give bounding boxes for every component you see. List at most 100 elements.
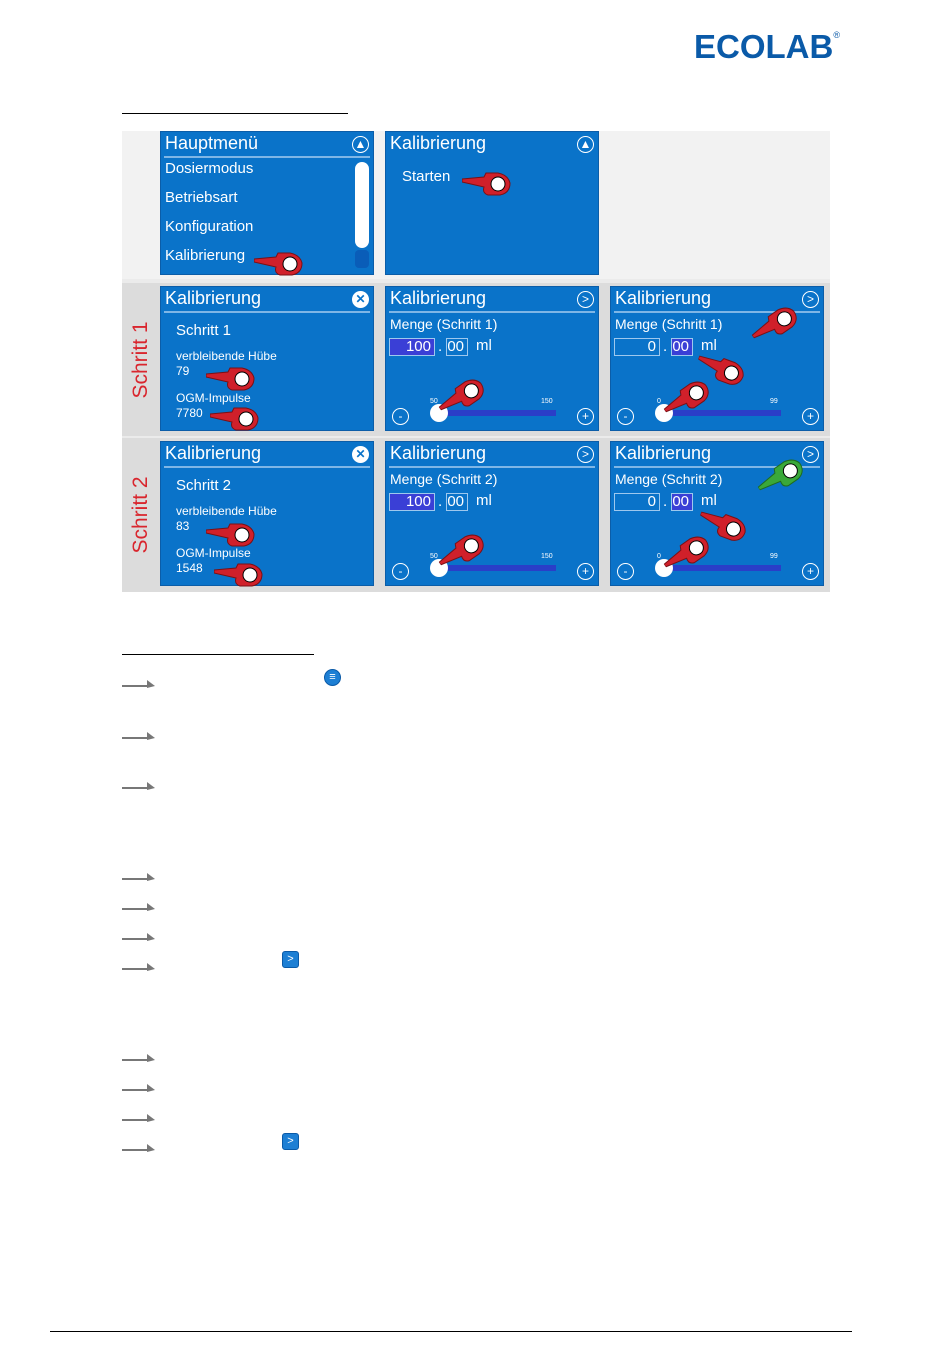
slider-track[interactable] xyxy=(438,410,556,416)
instruction-arrow-icon xyxy=(122,1054,155,1062)
panel-title: Kalibrierung xyxy=(390,288,487,308)
pointing-hand-icon xyxy=(751,307,797,339)
integer-field[interactable]: 100 xyxy=(389,493,435,511)
title-separator xyxy=(389,311,595,313)
close-icon[interactable]: ✕ xyxy=(352,446,369,463)
panel-title: Kalibrierung xyxy=(165,288,262,308)
step1-coarse-panel: Kalibrierung > Menge (Schritt 1) 100 . 0… xyxy=(385,286,599,431)
title-separator xyxy=(164,311,370,313)
slider-track[interactable] xyxy=(438,565,556,571)
next-icon[interactable]: > xyxy=(577,291,594,308)
max-tick: 99 xyxy=(770,398,778,405)
pointing-hand-icon xyxy=(663,536,709,568)
title-separator xyxy=(164,466,370,468)
instruction-arrow-icon xyxy=(122,680,155,688)
hub-value: 79 xyxy=(176,364,190,378)
next-icon[interactable]: > xyxy=(577,446,594,463)
ogm-value: 1548 xyxy=(176,561,203,575)
instruction-arrow-icon xyxy=(122,732,155,740)
calibration-start-panel: Kalibrierung ▲ Starten xyxy=(385,131,599,275)
ogm-value: 7780 xyxy=(176,406,203,420)
home-icon[interactable]: ▲ xyxy=(577,136,594,153)
decimal-dot: . xyxy=(663,338,668,355)
decimal-dot: . xyxy=(663,493,668,510)
decimal-field[interactable]: 00 xyxy=(446,493,468,511)
start-item[interactable]: Starten xyxy=(402,168,451,185)
min-tick: 50 xyxy=(430,398,438,405)
title-separator xyxy=(389,466,595,468)
pointing-hand-icon xyxy=(699,511,746,541)
ecolab-logo: ECOLAB® xyxy=(694,30,844,64)
plus-button[interactable]: + xyxy=(577,563,594,580)
pointing-hand-icon xyxy=(438,534,484,566)
plus-button[interactable]: + xyxy=(802,408,819,425)
min-tick: 0 xyxy=(657,553,661,560)
instruction-arrow-icon xyxy=(122,1084,155,1092)
decimal-dot: . xyxy=(438,493,443,510)
pointing-hand-icon xyxy=(663,381,709,413)
max-tick: 150 xyxy=(541,553,553,560)
plus-button[interactable]: + xyxy=(577,408,594,425)
hub-label: verbleibende Hübe xyxy=(176,349,277,363)
integer-field[interactable]: 100 xyxy=(389,338,435,356)
close-icon[interactable]: ✕ xyxy=(352,291,369,308)
panel-title: Kalibrierung xyxy=(615,288,712,308)
calibration-figure: Schritt 1 Schritt 2 Hauptmenü ▲ Dosiermo… xyxy=(122,131,830,592)
slider-track[interactable] xyxy=(663,410,781,416)
instruction-arrow-icon xyxy=(122,933,155,941)
menu-item-dosiermodus[interactable]: Dosiermodus xyxy=(165,160,254,177)
unit-label: ml xyxy=(476,337,492,354)
instruction-arrow-icon xyxy=(122,1114,155,1122)
footer-rule xyxy=(50,1331,852,1332)
decimal-field[interactable]: 00 xyxy=(671,338,693,356)
instruction-arrow-icon xyxy=(122,873,155,881)
scrollbar[interactable] xyxy=(355,162,369,248)
pointing-hand-icon xyxy=(206,367,255,391)
section2-heading-underline xyxy=(122,654,314,655)
max-tick: 150 xyxy=(541,398,553,405)
hub-value: 83 xyxy=(176,519,190,533)
title-separator xyxy=(614,311,820,313)
menu-item-konfiguration[interactable]: Konfiguration xyxy=(165,218,254,235)
instruction-arrow-icon xyxy=(122,963,155,971)
min-tick: 0 xyxy=(657,398,661,405)
integer-field[interactable]: 0 xyxy=(614,493,660,511)
minus-button[interactable]: - xyxy=(392,563,409,580)
pointing-hand-icon-green xyxy=(757,459,803,491)
title-separator xyxy=(614,466,820,468)
next-icon[interactable]: > xyxy=(282,951,299,968)
decimal-field[interactable]: 00 xyxy=(671,493,693,511)
step2-coarse-panel: Kalibrierung > Menge (Schritt 2) 100 . 0… xyxy=(385,441,599,586)
pointing-hand-icon xyxy=(254,252,303,276)
logo-registered: ® xyxy=(833,30,840,40)
pointing-hand-icon xyxy=(438,379,484,411)
step2-label: Schritt 2 xyxy=(129,476,152,554)
minus-button[interactable]: - xyxy=(617,408,634,425)
pointing-hand-icon xyxy=(697,355,744,385)
unit-label: ml xyxy=(701,492,717,509)
step-text: Schritt 1 xyxy=(176,322,232,339)
slider-track[interactable] xyxy=(663,565,781,571)
unit-label: ml xyxy=(701,337,717,354)
scroll-thumb[interactable] xyxy=(355,250,369,268)
minus-button[interactable]: - xyxy=(392,408,409,425)
home-icon[interactable]: ▲ xyxy=(352,136,369,153)
ogm-label: OGM-Impulse xyxy=(176,391,251,405)
decimal-dot: . xyxy=(438,338,443,355)
menu-item-betriebsart[interactable]: Betriebsart xyxy=(165,189,238,206)
menu-icon[interactable]: ≡ xyxy=(324,669,341,686)
panel-title: Kalibrierung xyxy=(165,443,262,463)
next-icon[interactable]: > xyxy=(802,291,819,308)
section-heading-underline xyxy=(122,113,348,114)
integer-field[interactable]: 0 xyxy=(614,338,660,356)
amount-label: Menge (Schritt 2) xyxy=(390,471,498,487)
logo-text: ECOLAB xyxy=(694,28,834,65)
plus-button[interactable]: + xyxy=(802,563,819,580)
menu-item-kalibrierung[interactable]: Kalibrierung xyxy=(165,247,246,264)
step1-info-panel: Kalibrierung ✕ Schritt 1 verbleibende Hü… xyxy=(160,286,374,431)
next-icon[interactable]: > xyxy=(282,1133,299,1150)
next-icon[interactable]: > xyxy=(802,446,819,463)
decimal-field[interactable]: 00 xyxy=(446,338,468,356)
minus-button[interactable]: - xyxy=(617,563,634,580)
panel-title: Hauptmenü xyxy=(165,133,259,153)
